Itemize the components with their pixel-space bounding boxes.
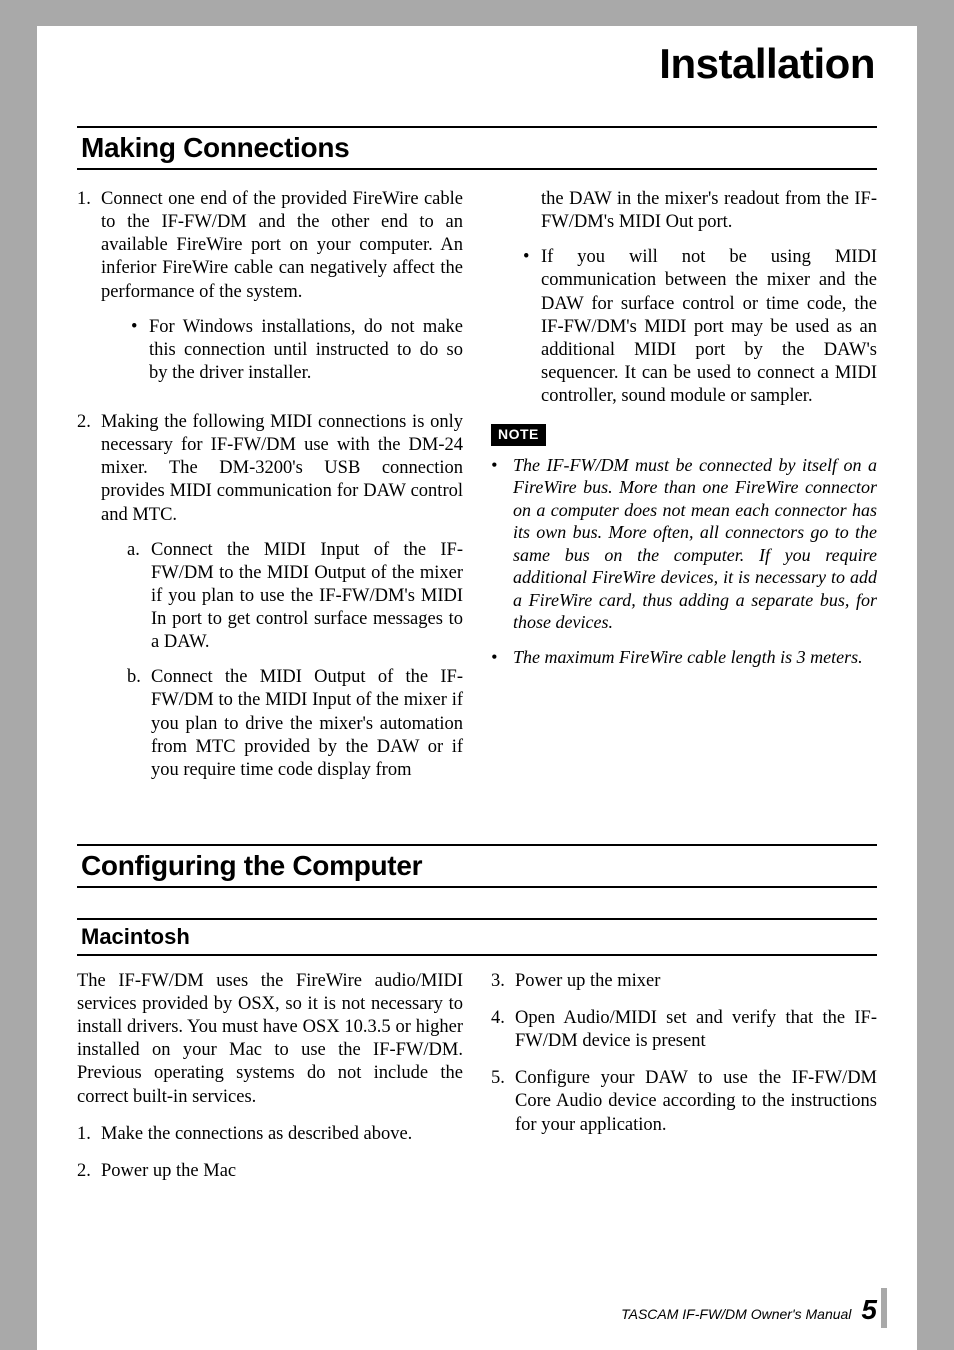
page-title: Installation <box>77 26 877 102</box>
mac-step-4: 4. Open Audio/MIDI set and verify that t… <box>491 1007 877 1053</box>
right-bullets: • If you will not be using MIDI communic… <box>491 246 877 408</box>
sub-b-text: Connect the MIDI Output of the IF-FW/DM … <box>151 666 463 782</box>
continuation-text: the DAW in the mixer's readout from the … <box>491 188 877 234</box>
note-bullet-2: • The maximum FireWire cable length is 3… <box>491 646 877 669</box>
bullet-icon: • <box>491 454 513 634</box>
note-bullet-1: • The IF-FW/DM must be connected by itse… <box>491 454 877 634</box>
configuring-columns: The IF-FW/DM uses the FireWire audio/MID… <box>77 970 877 1197</box>
footer-tab <box>881 1288 887 1328</box>
mac-step-4-text: Open Audio/MIDI set and verify that the … <box>515 1007 877 1053</box>
bullet-icon: • <box>491 646 513 669</box>
mac-step-2: 2. Power up the Mac <box>77 1160 463 1183</box>
step-1: 1. Connect one end of the provided FireW… <box>77 188 463 397</box>
header-banner <box>37 0 917 26</box>
step-1-bullets: • For Windows installations, do not make… <box>101 316 463 385</box>
step-body: Making the following MIDI connections is… <box>101 411 463 794</box>
step-number: 1. <box>77 188 101 397</box>
note-body: • The IF-FW/DM must be connected by itse… <box>491 454 877 669</box>
step-1-text: Connect one end of the provided FireWire… <box>101 189 463 302</box>
mac-step-1: 1. Make the connections as described abo… <box>77 1123 463 1146</box>
col-right: the DAW in the mixer's readout from the … <box>491 188 877 808</box>
bullet-text: If you will not be using MIDI communicat… <box>541 246 877 408</box>
step-number: 4. <box>491 1007 515 1053</box>
mac-step-3-text: Power up the mixer <box>515 970 877 993</box>
step-body: Connect one end of the provided FireWire… <box>101 188 463 397</box>
sub-mark: b. <box>127 666 151 782</box>
bullet-item: • If you will not be using MIDI communic… <box>523 246 877 408</box>
step-2-sublist: a. Connect the MIDI Input of the IF-FW/D… <box>101 539 463 782</box>
bullet-item: • For Windows installations, do not make… <box>131 316 463 385</box>
mac-step-3: 3. Power up the mixer <box>491 970 877 993</box>
step-2: 2. Making the following MIDI connections… <box>77 411 463 794</box>
bullet-text: For Windows installations, do not make t… <box>149 316 463 385</box>
heading-making-connections: Making Connections <box>77 126 877 170</box>
step-number: 3. <box>491 970 515 993</box>
sub-item-b: b. Connect the MIDI Output of the IF-FW/… <box>127 666 463 782</box>
footer-page-number: 5 <box>861 1294 877 1326</box>
col-left: 1. Connect one end of the provided FireW… <box>77 188 463 808</box>
subheading-macintosh: Macintosh <box>77 918 877 956</box>
step-number: 5. <box>491 1067 515 1136</box>
mac-step-1-text: Make the connections as described above. <box>101 1123 463 1146</box>
sub-mark: a. <box>127 539 151 655</box>
footer-label: TASCAM IF-FW/DM Owner's Manual <box>621 1306 851 1322</box>
bullet-icon: • <box>131 316 149 385</box>
making-connections-columns: 1. Connect one end of the provided FireW… <box>77 188 877 808</box>
config-col-left: The IF-FW/DM uses the FireWire audio/MID… <box>77 970 463 1197</box>
step-number: 2. <box>77 411 101 794</box>
mac-step-5-text: Configure your DAW to use the IF-FW/DM C… <box>515 1067 877 1136</box>
note-2-text: The maximum FireWire cable length is 3 m… <box>513 646 863 669</box>
manual-page: Installation Making Connections 1. Conne… <box>37 0 917 1350</box>
step-number: 1. <box>77 1123 101 1146</box>
heading-configuring: Configuring the Computer <box>77 844 877 888</box>
mac-intro: The IF-FW/DM uses the FireWire audio/MID… <box>77 970 463 1109</box>
mac-step-5: 5. Configure your DAW to use the IF-FW/D… <box>491 1067 877 1136</box>
bullet-icon: • <box>523 246 541 408</box>
step-number: 2. <box>77 1160 101 1183</box>
note-label: NOTE <box>491 424 546 446</box>
mac-step-2-text: Power up the Mac <box>101 1160 463 1183</box>
sub-a-text: Connect the MIDI Input of the IF-FW/DM t… <box>151 539 463 655</box>
config-col-right: 3. Power up the mixer 4. Open Audio/MIDI… <box>491 970 877 1197</box>
sub-item-a: a. Connect the MIDI Input of the IF-FW/D… <box>127 539 463 655</box>
note-1-text: The IF-FW/DM must be connected by itself… <box>513 454 877 634</box>
footer: TASCAM IF-FW/DM Owner's Manual 5 <box>621 1294 877 1326</box>
step-2-text: Making the following MIDI connections is… <box>101 412 463 525</box>
